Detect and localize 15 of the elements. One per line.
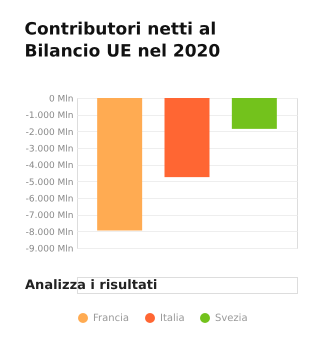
y-tick-label: -8.000 Mln: [26, 228, 74, 238]
legend-label: Italia: [160, 313, 185, 324]
text: Analizza i risultati: [25, 278, 158, 293]
y-tick-label: -3.000 Mln: [26, 144, 74, 154]
y-tick-label: -9.000 Mln: [26, 244, 74, 254]
chart-title: Contributori netti al Bilancio UE nel 2020: [24, 20, 220, 62]
legend-label: Svezia: [215, 313, 248, 324]
y-tick-label: -1.000 Mln: [26, 111, 74, 122]
y-tick-label: -4.000 Mln: [26, 161, 74, 172]
legend-label: Francia: [93, 313, 130, 324]
y-tick-label: -2.000 Mln: [26, 128, 74, 138]
y-tick-label: -7.000 Mln: [26, 211, 74, 222]
y-tick-label: 0 Mln: [48, 94, 74, 104]
y-tick-label: -6.000 Mln: [26, 194, 74, 204]
y-tick-label: -5.000 Mln: [26, 178, 74, 188]
